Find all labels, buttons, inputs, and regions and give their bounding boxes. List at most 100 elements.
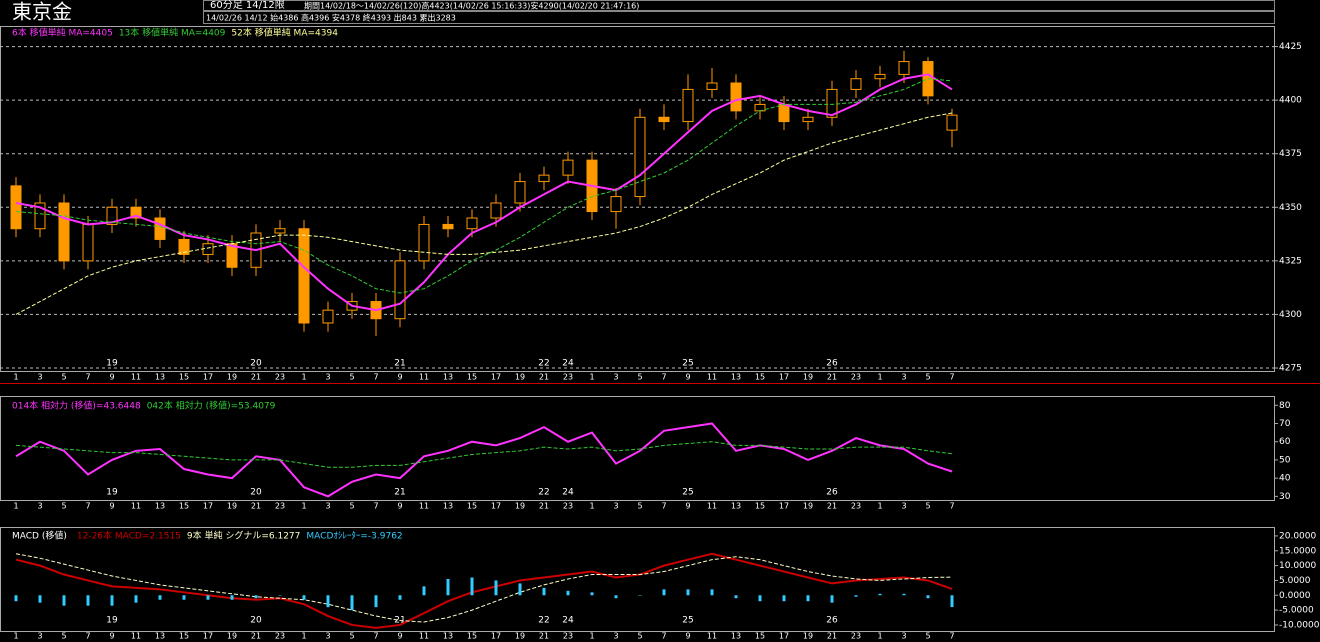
y-tick-label: -5.0000 (1279, 606, 1314, 616)
period-info: 期間14/02/18～14/02/26(120)高4423(14/02/26 1… (304, 1, 639, 11)
day-label: 26 (826, 488, 838, 498)
hour-label: 15 (467, 373, 477, 382)
hour-label: 17 (203, 373, 213, 382)
histogram-bar (14, 595, 18, 602)
hour-label: 17 (779, 373, 789, 382)
hour-label: 5 (637, 373, 642, 382)
series-line (15, 553, 953, 623)
hour-label: 23 (275, 632, 285, 641)
hour-label: 21 (251, 502, 261, 511)
series-line (15, 78, 953, 294)
histogram-bar (158, 595, 162, 600)
candle-body (178, 238, 190, 255)
hour-label: 11 (419, 373, 429, 382)
hour-label: 1 (301, 373, 306, 382)
hour-label: 23 (851, 632, 861, 641)
candle-body (298, 228, 310, 324)
candle-body (610, 196, 622, 213)
macd-panel-frame (0, 527, 1275, 632)
y-tick-label: 0.0000 (1279, 591, 1311, 601)
hour-label: 5 (925, 502, 930, 511)
histogram-bar (86, 595, 90, 606)
hour-label: 13 (731, 502, 741, 511)
day-label: 25 (682, 359, 693, 369)
timeframe: 60分足 14/12限 (210, 0, 285, 11)
histogram-bar (278, 595, 282, 596)
hour-label: 23 (851, 502, 861, 511)
hour-label: 7 (85, 632, 90, 641)
histogram-bar (182, 595, 186, 600)
histogram-bar (686, 589, 690, 596)
candle-body (562, 159, 574, 176)
candle-body (538, 174, 550, 183)
hour-label: 1 (877, 373, 882, 382)
candle-body (130, 206, 142, 219)
hour-label: 17 (491, 502, 501, 511)
histogram-bar (206, 595, 210, 600)
day-label: 24 (562, 359, 574, 369)
histogram-bar (374, 595, 378, 608)
hour-label: 23 (563, 373, 573, 382)
hour-label: 7 (949, 373, 954, 382)
hour-label: 9 (397, 632, 402, 641)
hour-label: 15 (755, 632, 765, 641)
histogram-bar (854, 595, 858, 597)
hour-label: 1 (13, 502, 18, 511)
hour-label: 23 (275, 373, 285, 382)
candle-body (34, 202, 46, 230)
hour-label: 9 (109, 632, 114, 641)
day-label: 22 (538, 488, 549, 498)
hour-label: 21 (827, 373, 837, 382)
hour-label: 17 (491, 632, 501, 641)
y-tick-label: 4425 (1279, 42, 1302, 52)
candle-body (466, 217, 478, 230)
hour-label: 9 (397, 502, 402, 511)
histogram-bar (470, 577, 474, 596)
y-tick-label: 10.0000 (1279, 561, 1316, 571)
histogram-bar (326, 595, 330, 608)
hour-label: 5 (61, 632, 66, 641)
histogram-bar (134, 595, 138, 603)
header-box (203, 0, 1275, 11)
y-tick-label: 20.0000 (1279, 531, 1316, 541)
hour-label: 13 (155, 373, 165, 382)
candle-body (778, 103, 790, 123)
day-label: 26 (826, 616, 838, 626)
candle-body (850, 78, 862, 90)
hour-label: 7 (949, 632, 954, 641)
candle-body (10, 185, 22, 230)
hour-label: 5 (61, 373, 66, 382)
hour-label: 1 (877, 632, 882, 641)
y-tick-label: 4325 (1279, 256, 1302, 266)
hour-label: 13 (155, 502, 165, 511)
hour-label: 3 (613, 373, 618, 382)
candle-body (106, 206, 118, 225)
day-label: 19 (106, 488, 118, 498)
instrument-title: 東京金 (12, 0, 72, 24)
y-tick-label: -10.0000 (1279, 620, 1320, 630)
hour-label: 17 (203, 502, 213, 511)
hour-label: 9 (109, 373, 114, 382)
hour-label: 19 (227, 373, 237, 382)
legend-entry: 042本 相対力 (移値)=53.4079 (147, 400, 276, 412)
day-label: 20 (250, 616, 262, 626)
hour-label: 3 (325, 373, 330, 382)
hour-label: 1 (13, 373, 18, 382)
candle-body (82, 223, 94, 262)
candle-body (754, 103, 766, 112)
candle-body (274, 228, 286, 234)
candle-body (682, 88, 694, 123)
histogram-bar (878, 593, 882, 596)
hour-label: 17 (779, 502, 789, 511)
legend-entry: 52本 移値単純 MA=4394 (231, 27, 338, 39)
hour-label: 13 (443, 632, 453, 641)
hour-label: 7 (949, 502, 954, 511)
legend-entry: 014本 相対力 (移値)=43.6448 (12, 400, 141, 412)
day-label: 22 (538, 359, 549, 369)
legend-entry: 13本 移値単純 MA=4409 (119, 27, 226, 39)
hour-label: 21 (539, 632, 549, 641)
histogram-bar (350, 595, 354, 611)
hour-label: 21 (539, 502, 549, 511)
day-label: 20 (250, 488, 262, 498)
candle-body (154, 217, 166, 240)
